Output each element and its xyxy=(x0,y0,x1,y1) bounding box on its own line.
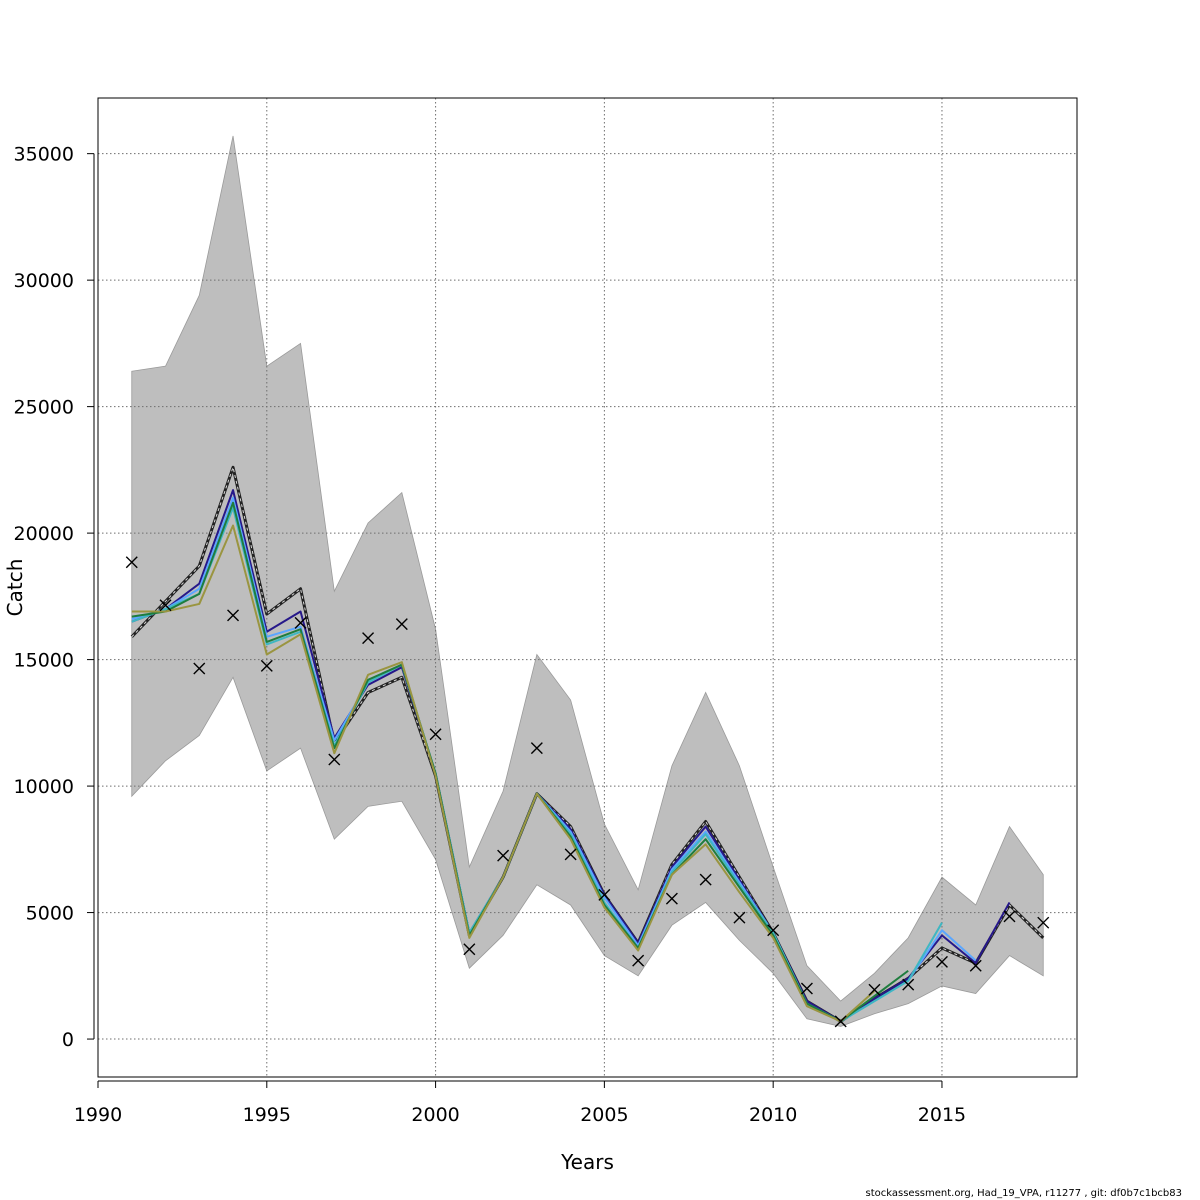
observed-point xyxy=(834,1015,847,1028)
x-tick-label: 2000 xyxy=(411,1104,459,1126)
plot-frame xyxy=(97,97,1078,1078)
series-line-5 xyxy=(131,524,876,1023)
observed-point xyxy=(800,982,813,995)
footer-source: stockassessment.org, Had_19_VPA, r11277 … xyxy=(865,1188,1183,1199)
observed-point xyxy=(530,742,543,755)
x-tick-label: 1995 xyxy=(243,1104,291,1126)
observed-point xyxy=(699,873,712,886)
y-tick-label: 25000 xyxy=(14,397,74,419)
observed-point xyxy=(125,556,138,569)
observed-point xyxy=(969,959,982,972)
y-tick-label: 15000 xyxy=(14,650,74,672)
observed-point xyxy=(733,911,746,924)
observed-point xyxy=(463,943,476,956)
x-tick-label: 2010 xyxy=(749,1104,797,1126)
y-tick-label: 5000 xyxy=(26,903,74,925)
confidence-band xyxy=(131,135,1044,1027)
axes: 1990 1995 2000 2005 2010 2015 0 5000 10000 15000 2… xyxy=(14,144,967,1126)
observed-point xyxy=(227,609,240,622)
observed-point xyxy=(328,753,341,766)
observed-point xyxy=(767,924,780,937)
series-line-1 xyxy=(131,489,1011,1023)
observed-point xyxy=(159,599,172,612)
x-tick-label: 2005 xyxy=(580,1104,628,1126)
y-tick-label: 10000 xyxy=(14,776,74,798)
y-tick-label: 0 xyxy=(62,1029,74,1051)
observed-point xyxy=(395,618,408,631)
x-tick-label: 2015 xyxy=(918,1104,966,1126)
series-lines xyxy=(130,465,1045,1023)
grid xyxy=(97,98,1077,1077)
x-axis-title: Years xyxy=(560,1150,614,1174)
y-tick-label: 35000 xyxy=(14,144,74,166)
observed-point xyxy=(294,616,307,629)
observed-point xyxy=(1003,910,1016,923)
y-axis-title: Catch xyxy=(3,559,27,617)
observed-point xyxy=(902,978,915,991)
observed-point xyxy=(868,983,881,996)
observed-point xyxy=(429,728,442,741)
y-tick-label: 20000 xyxy=(14,523,74,545)
observed-catch-markers xyxy=(125,556,1050,1028)
observed-point xyxy=(497,849,510,862)
observed-point xyxy=(260,659,273,672)
observed-point xyxy=(598,888,611,901)
observed-point xyxy=(193,662,206,675)
observed-point xyxy=(564,848,577,861)
observed-point xyxy=(1037,916,1050,929)
y-tick-label: 30000 xyxy=(14,270,74,292)
confidence-band-area xyxy=(131,135,1044,1027)
observed-point xyxy=(362,632,375,645)
observed-point xyxy=(632,954,645,967)
observed-point xyxy=(665,892,678,905)
x-tick-label: 1990 xyxy=(74,1104,122,1126)
observed-point xyxy=(935,955,948,968)
